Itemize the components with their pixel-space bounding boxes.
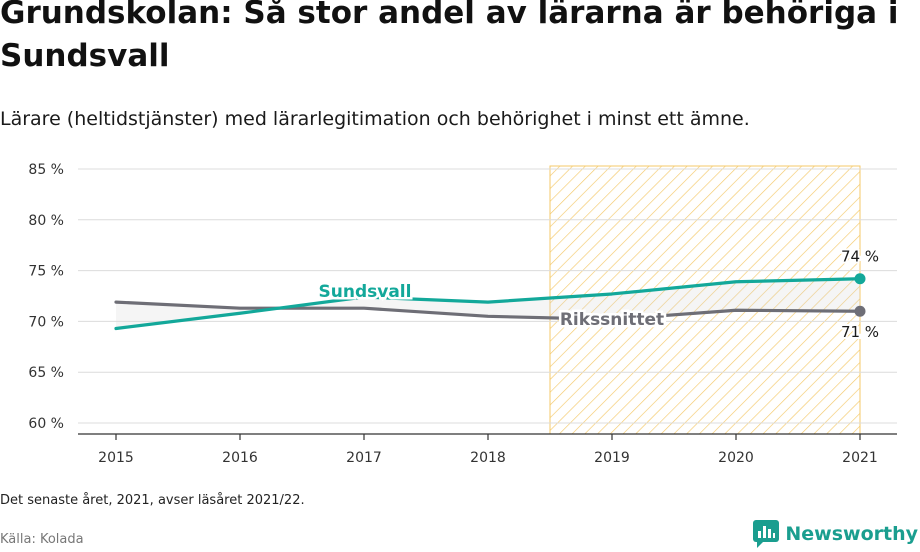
chart-subtitle: Lärare (heltidstjänster) med lärarlegiti… — [0, 108, 750, 130]
end-point-sundsvall — [854, 273, 866, 285]
y-tick-label: 80 % — [28, 213, 64, 229]
end-value-label-sundsvall: 74 % — [841, 248, 879, 266]
y-tick-label: 65 % — [28, 365, 64, 381]
x-tick-label: 2020 — [718, 450, 754, 466]
end-point-rikssnittet — [854, 305, 866, 317]
y-tick-label: 70 % — [28, 314, 64, 330]
x-tick-label: 2016 — [222, 450, 258, 466]
series-line-rikssnittet — [114, 300, 862, 321]
chart-title: Grundskolan: Så stor andel av lärarna är… — [0, 0, 899, 74]
series-label-rikssnittet: Rikssnittet — [560, 310, 664, 330]
series-line-sundsvall — [114, 277, 862, 331]
newsworthy-logo-icon — [753, 520, 780, 548]
x-tick-label: 2017 — [346, 450, 382, 466]
x-tick-label: 2018 — [470, 450, 506, 466]
footnote: Det senaste året, 2021, avser läsåret 20… — [0, 493, 305, 508]
brand-logo[interactable]: Newsworthy — [753, 520, 918, 548]
highlight-period — [549, 165, 861, 435]
series-label-sundsvall: Sundsvall — [319, 282, 412, 302]
y-tick-label: 75 % — [28, 264, 64, 280]
y-tick-label: 60 % — [28, 416, 64, 432]
end-value-label-rikssnittet: 71 % — [841, 323, 879, 341]
brand-name: Newsworthy — [785, 523, 918, 545]
y-tick-label: 85 % — [28, 162, 64, 178]
line-chart: 60 % 65 % 70 % 75 % 80 % 85 % 2015 2016 2017 201… — [28, 162, 897, 466]
source-text: Källa: Kolada — [0, 532, 84, 547]
x-tick-label: 2015 — [98, 450, 134, 466]
x-tick-label: 2019 — [594, 450, 630, 466]
x-tick-label: 2021 — [842, 450, 878, 466]
